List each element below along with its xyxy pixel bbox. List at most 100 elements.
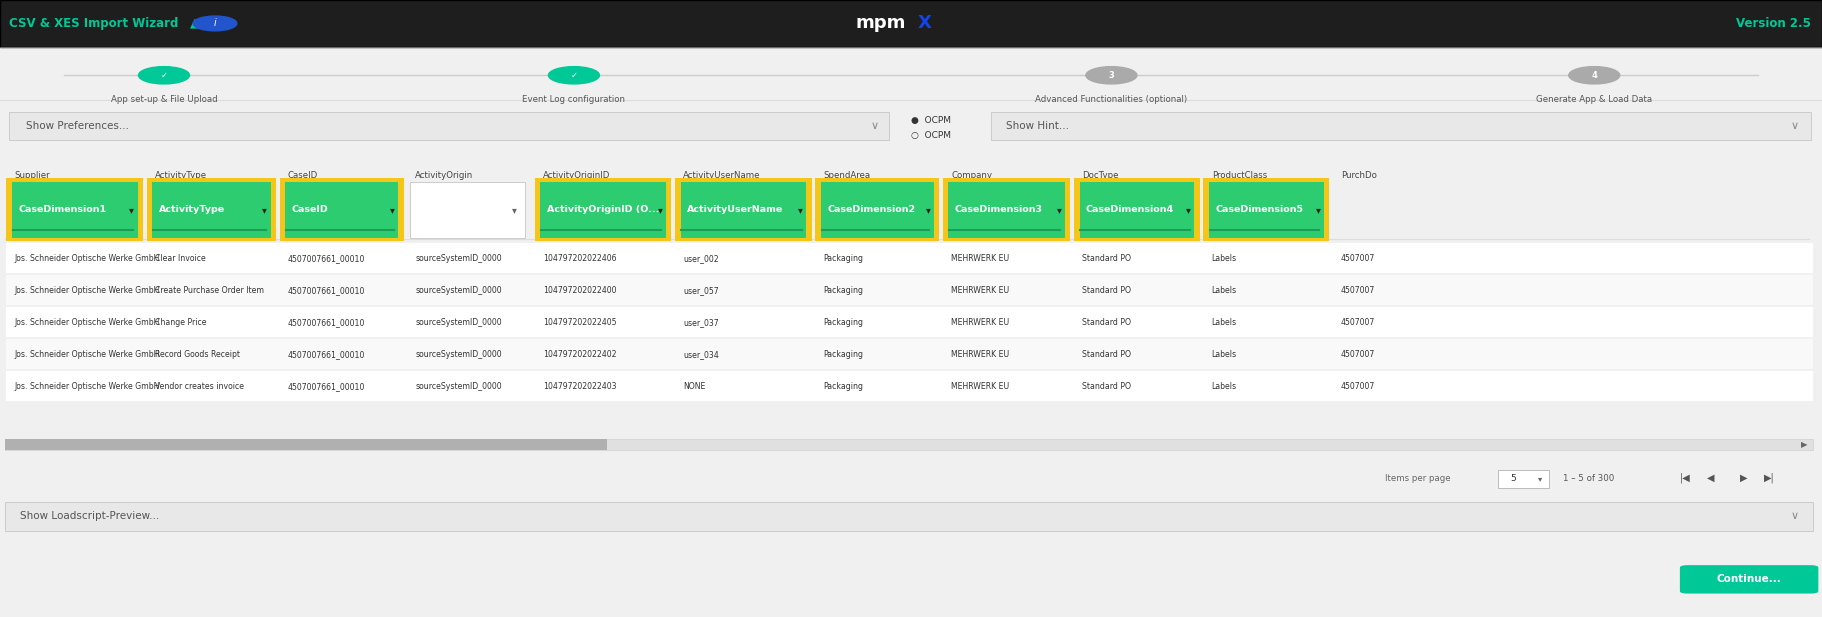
Text: CaseDimension3: CaseDimension3 xyxy=(955,205,1042,214)
Text: ✓: ✓ xyxy=(160,71,168,80)
Text: ▾: ▾ xyxy=(1186,205,1192,215)
Text: ActivityType: ActivityType xyxy=(155,172,208,180)
Text: 4: 4 xyxy=(1591,71,1598,80)
FancyBboxPatch shape xyxy=(153,182,271,238)
Text: Labels: Labels xyxy=(1212,318,1237,327)
Text: Show Preferences...: Show Preferences... xyxy=(26,121,129,131)
Circle shape xyxy=(138,67,189,84)
FancyBboxPatch shape xyxy=(944,178,1071,241)
Text: ●  OCPM: ● OCPM xyxy=(911,116,951,125)
FancyBboxPatch shape xyxy=(146,178,277,241)
FancyBboxPatch shape xyxy=(410,182,525,238)
FancyBboxPatch shape xyxy=(0,0,1822,47)
Text: Record Goods Receipt: Record Goods Receipt xyxy=(155,350,241,359)
Text: 104797202022400: 104797202022400 xyxy=(543,286,616,295)
FancyBboxPatch shape xyxy=(5,242,1813,273)
Text: 104797202022402: 104797202022402 xyxy=(543,350,616,359)
Text: ∨: ∨ xyxy=(1791,511,1798,521)
Text: MEHRWERK EU: MEHRWERK EU xyxy=(951,318,1009,327)
Text: 104797202022406: 104797202022406 xyxy=(543,254,616,263)
Text: 4507007661_00010: 4507007661_00010 xyxy=(288,254,364,263)
Text: sourceSystemID_0000: sourceSystemID_0000 xyxy=(415,286,503,295)
Text: PurchDo: PurchDo xyxy=(1341,172,1377,180)
Text: CaseID: CaseID xyxy=(288,172,319,180)
Text: ActivityOriginID (O...: ActivityOriginID (O... xyxy=(547,205,660,214)
Text: ProductClass: ProductClass xyxy=(1212,172,1266,180)
FancyBboxPatch shape xyxy=(820,182,933,238)
Text: Generate App & Load Data: Generate App & Load Data xyxy=(1536,95,1653,104)
FancyBboxPatch shape xyxy=(1204,178,1330,241)
Text: ▾: ▾ xyxy=(658,205,663,215)
Text: 3: 3 xyxy=(1108,71,1115,80)
Text: Standard PO: Standard PO xyxy=(1082,318,1131,327)
Text: Items per page: Items per page xyxy=(1385,474,1450,482)
Text: App set-up & File Upload: App set-up & File Upload xyxy=(111,95,217,104)
Text: Continue...: Continue... xyxy=(1716,574,1782,584)
FancyBboxPatch shape xyxy=(5,370,1813,401)
Text: Labels: Labels xyxy=(1212,286,1237,295)
FancyBboxPatch shape xyxy=(539,182,667,238)
Text: user_034: user_034 xyxy=(683,350,720,359)
Text: SpendArea: SpendArea xyxy=(824,172,871,180)
Text: MEHRWERK EU: MEHRWERK EU xyxy=(951,286,1009,295)
Text: ∨: ∨ xyxy=(1791,121,1798,131)
Text: |◀: |◀ xyxy=(1680,473,1691,484)
Text: ∨: ∨ xyxy=(871,121,878,131)
Text: Vendor creates invoice: Vendor creates invoice xyxy=(155,382,244,391)
Text: CaseDimension5: CaseDimension5 xyxy=(1215,205,1303,214)
Text: Packaging: Packaging xyxy=(824,286,864,295)
FancyBboxPatch shape xyxy=(5,338,1813,369)
Text: MEHRWERK EU: MEHRWERK EU xyxy=(951,382,1009,391)
Text: 4507007: 4507007 xyxy=(1341,254,1376,263)
FancyBboxPatch shape xyxy=(676,178,813,241)
Text: 4507007661_00010: 4507007661_00010 xyxy=(288,318,364,327)
FancyBboxPatch shape xyxy=(681,182,805,238)
Text: 4507007661_00010: 4507007661_00010 xyxy=(288,350,364,359)
Text: Packaging: Packaging xyxy=(824,318,864,327)
Text: Standard PO: Standard PO xyxy=(1082,382,1131,391)
Text: ▶: ▶ xyxy=(1740,473,1747,483)
Text: Event Log configuration: Event Log configuration xyxy=(523,95,625,104)
FancyBboxPatch shape xyxy=(5,439,1813,450)
Text: Advanced Functionalities (optional): Advanced Functionalities (optional) xyxy=(1035,95,1188,104)
Text: ◀: ◀ xyxy=(1707,473,1715,483)
Text: Jos. Schneider Optische Werke GmbH: Jos. Schneider Optische Werke GmbH xyxy=(15,382,160,391)
Text: ▾: ▾ xyxy=(1315,205,1321,215)
Text: 5: 5 xyxy=(1510,474,1516,483)
FancyBboxPatch shape xyxy=(1079,182,1195,238)
Text: 4507007661_00010: 4507007661_00010 xyxy=(288,286,364,295)
FancyBboxPatch shape xyxy=(13,182,138,238)
Text: NONE: NONE xyxy=(683,382,705,391)
FancyBboxPatch shape xyxy=(281,178,404,241)
Text: Packaging: Packaging xyxy=(824,382,864,391)
Text: sourceSystemID_0000: sourceSystemID_0000 xyxy=(415,382,503,391)
Text: user_037: user_037 xyxy=(683,318,720,327)
Text: Version 2.5: Version 2.5 xyxy=(1736,17,1811,30)
Text: Supplier: Supplier xyxy=(15,172,51,180)
FancyBboxPatch shape xyxy=(1075,178,1201,241)
FancyBboxPatch shape xyxy=(5,274,1813,305)
Text: ▾: ▾ xyxy=(390,205,395,215)
Text: Labels: Labels xyxy=(1212,254,1237,263)
FancyBboxPatch shape xyxy=(991,112,1811,140)
FancyBboxPatch shape xyxy=(536,178,672,241)
Text: ✓: ✓ xyxy=(570,71,578,80)
Text: Show Loadscript-Preview...: Show Loadscript-Preview... xyxy=(20,511,159,521)
FancyBboxPatch shape xyxy=(947,182,1064,238)
Text: user_002: user_002 xyxy=(683,254,720,263)
FancyBboxPatch shape xyxy=(284,182,399,238)
Text: MEHRWERK EU: MEHRWERK EU xyxy=(951,350,1009,359)
Text: ▾: ▾ xyxy=(1057,205,1062,215)
Text: 104797202022403: 104797202022403 xyxy=(543,382,616,391)
Text: Standard PO: Standard PO xyxy=(1082,286,1131,295)
Circle shape xyxy=(1569,67,1620,84)
Text: Jos. Schneider Optische Werke GmbH: Jos. Schneider Optische Werke GmbH xyxy=(15,254,160,263)
Text: Standard PO: Standard PO xyxy=(1082,350,1131,359)
Text: Labels: Labels xyxy=(1212,382,1237,391)
Text: CaseDimension2: CaseDimension2 xyxy=(827,205,915,214)
Text: X: X xyxy=(916,14,931,33)
Circle shape xyxy=(193,16,237,31)
Text: 4507007: 4507007 xyxy=(1341,350,1376,359)
Text: mpm: mpm xyxy=(855,14,906,33)
Text: ▾: ▾ xyxy=(798,205,804,215)
